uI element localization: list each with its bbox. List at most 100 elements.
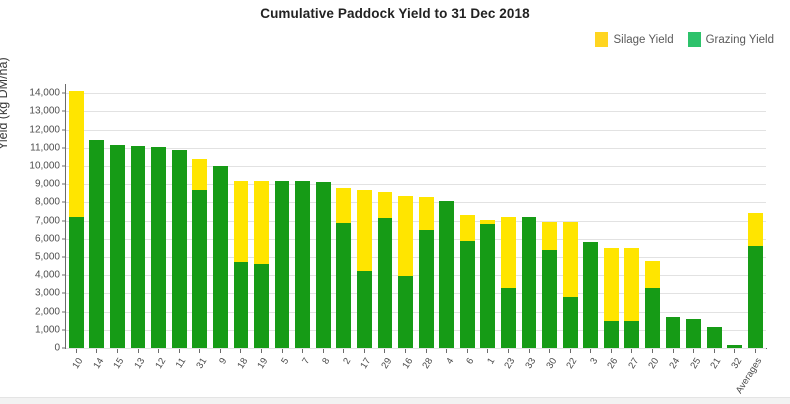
bar-segment-grazing[interactable]	[356, 270, 372, 348]
bar-segment-grazing[interactable]	[212, 165, 228, 348]
stacked-bar[interactable]	[151, 146, 166, 348]
stacked-bar[interactable]	[274, 181, 290, 348]
bar-segment-silage[interactable]	[233, 180, 249, 263]
stacked-bar[interactable]	[171, 149, 187, 348]
bar-segment-grazing[interactable]	[706, 327, 722, 348]
bar-slot[interactable]	[251, 84, 272, 348]
bar-segment-grazing[interactable]	[747, 246, 763, 348]
bar-slot[interactable]	[663, 84, 684, 348]
bar-slot[interactable]	[622, 84, 643, 348]
bar-segment-grazing[interactable]	[68, 216, 84, 348]
bar-slot[interactable]	[580, 84, 601, 348]
bar-slot[interactable]	[519, 84, 540, 348]
bar-segment-grazing[interactable]	[171, 149, 187, 348]
stacked-bar[interactable]	[233, 180, 249, 348]
bar-segment-grazing[interactable]	[562, 297, 578, 348]
bar-segment-silage[interactable]	[562, 222, 578, 298]
bar-slot[interactable]	[87, 84, 108, 348]
bar-slot[interactable]	[745, 84, 766, 348]
bar-segment-grazing[interactable]	[110, 145, 125, 348]
stacked-bar[interactable]	[377, 192, 393, 348]
bar-segment-grazing[interactable]	[645, 287, 660, 348]
stacked-bar[interactable]	[501, 216, 516, 348]
stacked-bar[interactable]	[645, 260, 660, 348]
bar-segment-grazing[interactable]	[336, 223, 352, 348]
bar-segment-silage[interactable]	[68, 91, 84, 217]
stacked-bar[interactable]	[727, 345, 743, 348]
bar-segment-silage[interactable]	[254, 180, 269, 265]
stacked-bar[interactable]	[480, 219, 496, 348]
stacked-bar[interactable]	[130, 145, 146, 348]
bar-segment-grazing[interactable]	[686, 318, 702, 348]
bar-slot[interactable]	[292, 84, 313, 348]
bar-slot[interactable]	[539, 84, 560, 348]
stacked-bar[interactable]	[295, 181, 311, 348]
bar-segment-silage[interactable]	[192, 158, 208, 190]
stacked-bar[interactable]	[665, 317, 681, 348]
bar-segment-grazing[interactable]	[501, 287, 516, 348]
stacked-bar[interactable]	[254, 180, 269, 348]
stacked-bar[interactable]	[68, 91, 84, 348]
stacked-bar[interactable]	[356, 189, 372, 348]
bar-slot[interactable]	[683, 84, 704, 348]
bar-slot[interactable]	[334, 84, 355, 348]
bar-slot[interactable]	[354, 84, 375, 348]
legend-item-silage-yield[interactable]: Silage Yield	[595, 32, 674, 47]
bar-segment-silage[interactable]	[603, 247, 619, 321]
stacked-bar[interactable]	[542, 222, 557, 348]
bar-slot[interactable]	[704, 84, 725, 348]
bar-slot[interactable]	[560, 84, 581, 348]
bar-segment-grazing[interactable]	[727, 345, 743, 348]
bar-slot[interactable]	[169, 84, 190, 348]
bar-segment-grazing[interactable]	[233, 262, 249, 348]
stacked-bar[interactable]	[459, 215, 475, 348]
bar-segment-grazing[interactable]	[130, 145, 146, 348]
bar-segment-silage[interactable]	[501, 216, 516, 288]
bar-segment-silage[interactable]	[747, 213, 763, 247]
bar-segment-grazing[interactable]	[398, 276, 413, 348]
bar-segment-grazing[interactable]	[151, 146, 166, 348]
bar-slot[interactable]	[189, 84, 210, 348]
bar-slot[interactable]	[313, 84, 334, 348]
bar-slot[interactable]	[416, 84, 437, 348]
stacked-bar[interactable]	[562, 222, 578, 348]
legend-item-grazing-yield[interactable]: Grazing Yield	[687, 32, 774, 47]
bar-slot[interactable]	[128, 84, 149, 348]
stacked-bar[interactable]	[418, 196, 434, 348]
stacked-bar[interactable]	[521, 216, 537, 348]
stacked-bar[interactable]	[747, 213, 763, 348]
bar-segment-grazing[interactable]	[583, 242, 599, 348]
stacked-bar[interactable]	[583, 242, 599, 348]
bar-segment-grazing[interactable]	[603, 320, 619, 348]
bar-slot[interactable]	[148, 84, 169, 348]
bar-segment-grazing[interactable]	[254, 264, 269, 348]
bar-segment-silage[interactable]	[645, 260, 660, 288]
bar-slot[interactable]	[457, 84, 478, 348]
bar-slot[interactable]	[478, 84, 499, 348]
bar-slot[interactable]	[395, 84, 416, 348]
stacked-bar[interactable]	[686, 318, 702, 348]
bar-segment-grazing[interactable]	[521, 216, 537, 348]
bar-segment-grazing[interactable]	[665, 317, 681, 348]
bar-slot[interactable]	[601, 84, 622, 348]
bar-segment-grazing[interactable]	[274, 181, 290, 348]
stacked-bar[interactable]	[706, 327, 722, 348]
bar-segment-grazing[interactable]	[480, 224, 496, 348]
bar-segment-silage[interactable]	[459, 215, 475, 241]
stacked-bar[interactable]	[315, 182, 331, 348]
bar-segment-grazing[interactable]	[192, 189, 208, 348]
stacked-bar[interactable]	[398, 195, 413, 348]
bar-slot[interactable]	[642, 84, 663, 348]
stacked-bar[interactable]	[212, 165, 228, 348]
stacked-bar[interactable]	[89, 140, 105, 348]
stacked-bar[interactable]	[624, 247, 640, 348]
bar-slot[interactable]	[272, 84, 293, 348]
bar-segment-grazing[interactable]	[624, 320, 640, 348]
stacked-bar[interactable]	[192, 158, 208, 348]
bar-segment-grazing[interactable]	[295, 181, 311, 348]
bar-segment-silage[interactable]	[480, 219, 496, 225]
bar-slot[interactable]	[498, 84, 519, 348]
bar-segment-silage[interactable]	[624, 247, 640, 321]
bar-segment-silage[interactable]	[377, 192, 393, 218]
bar-segment-silage[interactable]	[418, 196, 434, 230]
